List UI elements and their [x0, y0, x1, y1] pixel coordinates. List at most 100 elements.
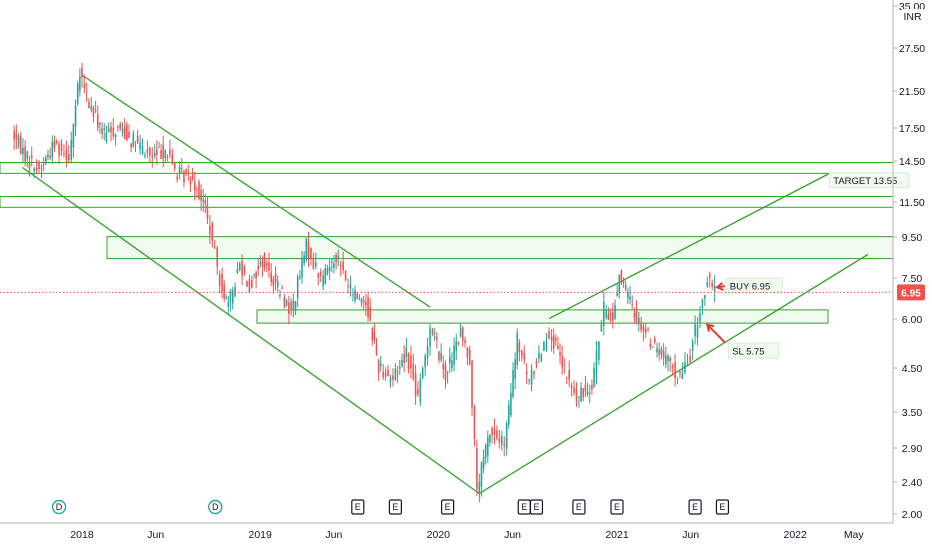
x-tick-label: Jun	[504, 529, 521, 541]
candle-body	[635, 308, 638, 322]
candle-body	[658, 349, 661, 355]
candle-body	[442, 363, 445, 370]
candle-body	[419, 379, 422, 402]
candle-body	[94, 110, 97, 112]
y-tick-label: 21.50	[899, 86, 925, 98]
candle-body	[478, 482, 481, 493]
candle-body	[394, 368, 397, 380]
candle-body	[708, 274, 711, 278]
candle-body	[369, 306, 371, 321]
candle-body	[507, 404, 510, 425]
dividend-event-icon[interactable]	[208, 499, 223, 515]
earnings-event-icon[interactable]	[610, 499, 624, 515]
candle-body	[362, 300, 365, 302]
candle-body	[555, 338, 557, 341]
x-tick-label: May	[844, 529, 865, 541]
candles	[13, 62, 716, 503]
candle-body	[633, 313, 636, 318]
candle-body	[647, 329, 649, 331]
candle-body	[90, 105, 93, 110]
earnings-event-icon[interactable]	[388, 499, 402, 515]
candle-body	[638, 317, 640, 324]
candle-body	[510, 393, 512, 416]
candle-body	[360, 298, 363, 304]
candle-body	[185, 168, 187, 174]
candle-body	[600, 323, 603, 332]
candle-body	[294, 301, 297, 311]
dividend-event-icon[interactable]	[51, 499, 67, 515]
candle-body	[436, 336, 438, 340]
support-resistance-zone[interactable]	[0, 161, 894, 174]
candle-body	[103, 128, 106, 130]
trendline[interactable]	[22, 166, 480, 495]
candle-body	[176, 176, 178, 180]
candle-body	[491, 427, 493, 435]
candle-body	[231, 290, 234, 304]
candle-body	[312, 257, 315, 269]
candle-body	[457, 342, 460, 344]
candle-body	[367, 297, 369, 318]
support-resistance-zone[interactable]	[256, 309, 829, 324]
y-tick-label: 27.50	[899, 43, 925, 55]
candle-body	[603, 302, 605, 326]
candle-body	[609, 313, 612, 316]
earnings-event-icon[interactable]	[351, 499, 365, 515]
earnings-event-icon[interactable]	[715, 499, 730, 515]
candle-body	[51, 141, 54, 158]
event-marker-label: E	[719, 502, 725, 512]
candle-body	[618, 275, 621, 294]
candle-body	[28, 163, 31, 169]
candle-body	[498, 437, 501, 443]
annotation-arrow[interactable]	[706, 323, 726, 344]
candle-body	[85, 92, 88, 93]
support-resistance-zone[interactable]	[106, 236, 894, 260]
candle-body	[389, 376, 392, 382]
candle-body	[223, 285, 225, 299]
last-price-badge	[897, 284, 925, 301]
candle-body	[296, 277, 299, 298]
candle-body	[49, 155, 51, 158]
support-resistance-zone[interactable]	[0, 195, 894, 208]
candle-body	[588, 392, 591, 394]
candle-body	[561, 355, 563, 368]
y-tick-label: 2.40	[902, 477, 923, 489]
candle-body	[60, 143, 63, 151]
trendline[interactable]	[81, 74, 431, 308]
candle-body	[139, 142, 141, 150]
candle-body	[45, 157, 47, 165]
candle-body	[211, 223, 214, 241]
candle-body	[405, 347, 408, 358]
candle-body	[622, 280, 625, 284]
candle-body	[38, 161, 40, 170]
candle-body	[365, 301, 367, 306]
trendline[interactable]	[548, 173, 829, 320]
candle-body	[496, 430, 498, 439]
earnings-event-icon[interactable]	[572, 499, 586, 515]
candle-body	[489, 434, 491, 443]
candle-body	[580, 387, 582, 402]
trendline[interactable]	[479, 253, 869, 495]
y-tick-label: 2.00	[902, 509, 923, 521]
y-tick-label: 14.50	[899, 156, 925, 168]
candle-body	[545, 342, 548, 350]
earnings-event-icon[interactable]	[441, 499, 455, 515]
earnings-event-icon[interactable]	[529, 499, 544, 515]
candle-body	[358, 298, 361, 300]
candle-body	[660, 348, 663, 355]
earnings-event-icon[interactable]	[688, 499, 702, 515]
annotation-label: TARGET 13.55	[833, 176, 897, 187]
candle-body	[315, 262, 317, 267]
candle-body	[130, 143, 132, 148]
candle-body	[206, 205, 209, 219]
candle-body	[356, 293, 359, 299]
candle-body	[30, 155, 33, 159]
candle-body	[398, 366, 401, 369]
candle-body	[375, 344, 378, 356]
candle-body	[337, 256, 340, 258]
candle-body	[431, 328, 434, 335]
candle-body	[387, 369, 389, 377]
candle-body	[121, 128, 124, 134]
candle-body	[505, 423, 508, 449]
